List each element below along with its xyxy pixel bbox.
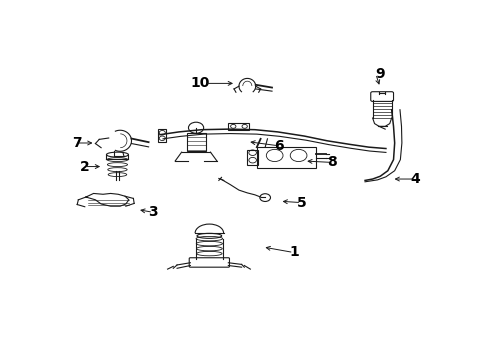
Text: 6: 6 <box>274 139 284 153</box>
Text: 5: 5 <box>297 195 306 210</box>
Text: 1: 1 <box>289 246 299 260</box>
Text: 9: 9 <box>375 67 385 81</box>
Text: 2: 2 <box>79 159 89 174</box>
Bar <box>187 133 206 151</box>
Bar <box>228 123 249 130</box>
Text: 4: 4 <box>411 172 420 186</box>
Bar <box>247 150 258 165</box>
Text: 3: 3 <box>148 205 158 219</box>
Bar <box>257 147 316 168</box>
Text: 8: 8 <box>327 156 337 170</box>
Text: 7: 7 <box>72 136 81 150</box>
Text: 10: 10 <box>190 76 209 90</box>
Bar <box>158 129 167 141</box>
